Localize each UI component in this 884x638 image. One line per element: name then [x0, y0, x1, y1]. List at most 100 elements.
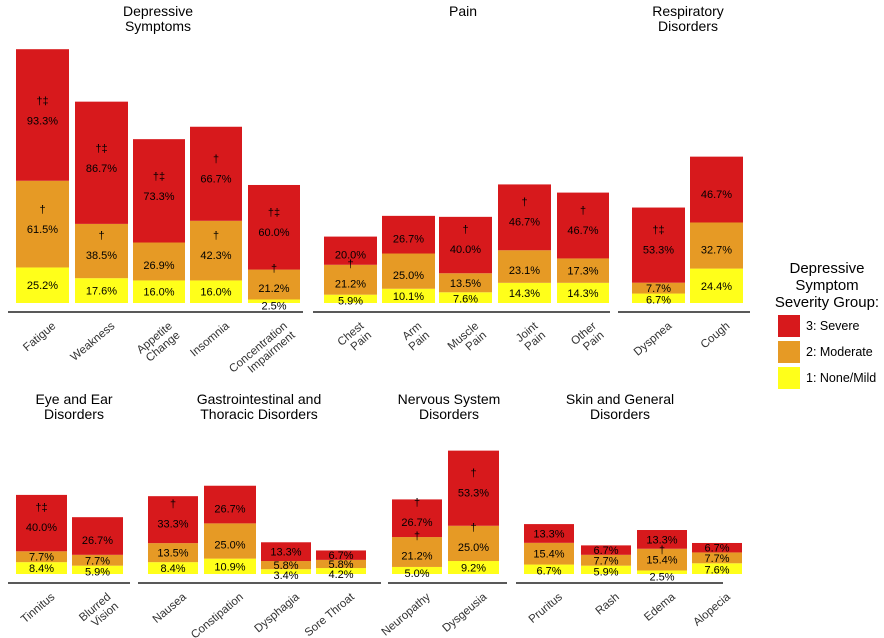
panel-title: Disorders — [658, 18, 718, 34]
bar-alopecia: 6.7%7.7%7.6% Alopecia — [691, 543, 742, 629]
bar-segment-severe — [690, 156, 743, 223]
x-tick-label: Sore Throat — [303, 591, 358, 638]
legend-label: 2: Moderate — [806, 345, 873, 359]
panel-3: Eye and EarDisorders†‡40.0%7.7%8.4%Tinni… — [8, 391, 130, 633]
bar-segment-moderate — [16, 551, 67, 563]
significance-mark-severe: †‡ — [35, 502, 47, 514]
significance-mark-moderate: † — [414, 531, 420, 543]
significance-mark-severe: †‡ — [36, 96, 48, 108]
bar-segment-mild — [261, 569, 311, 574]
data-label-severe: 73.3% — [143, 191, 174, 203]
panel-title: Gastrointestinal and — [197, 391, 322, 407]
panel-title: Nervous System — [398, 391, 501, 407]
data-label-severe: 6.7% — [328, 550, 353, 562]
x-tick-label: ChestPain — [336, 320, 375, 358]
bar-dysphagia: 13.3%5.8%3.4% Dysphagia — [252, 542, 311, 635]
data-label-mild: 10.9% — [214, 561, 245, 573]
bar-segment-mild — [16, 562, 67, 574]
bar-insomnia: † 66.7% † 42.3% 16.0% Insomnia — [188, 126, 242, 359]
bar-segment-moderate — [690, 222, 743, 269]
bar-segment-mild — [75, 278, 128, 303]
data-label-moderate: 42.3% — [200, 250, 231, 262]
bar-segment-severe — [16, 49, 69, 181]
bar-segment-severe — [204, 485, 256, 524]
x-tick-label: Tinnitus — [19, 591, 57, 626]
panel-title: Thoracic Disorders — [200, 406, 317, 422]
panel-title: Eye and Ear — [35, 391, 112, 407]
bar-segment-severe — [632, 207, 685, 283]
bar-segment-mild — [190, 280, 242, 303]
bar-segment-severe — [133, 139, 185, 243]
bar-dyspnea: †‡ 53.3% 7.7%6.7% Dyspnea — [632, 207, 685, 359]
x-tick-label: Rash — [594, 591, 622, 617]
bar-segment-moderate — [557, 258, 609, 283]
data-label-moderate: 25.0% — [458, 542, 489, 554]
panel-title: Respiratory — [652, 3, 724, 19]
significance-mark-severe: † — [470, 468, 476, 480]
bar-segment-mild — [148, 562, 198, 574]
legend-title: Symptom — [795, 277, 858, 294]
x-tick-label-line: Edema — [642, 591, 678, 624]
data-label-moderate: 7.7% — [29, 552, 54, 564]
bar-segment-moderate — [16, 180, 69, 268]
bar-sore-throat: 6.7%5.8%4.2% Sore Throat — [303, 550, 366, 638]
bar-segment-mild — [448, 561, 499, 574]
data-label-severe: 53.3% — [643, 245, 674, 257]
data-label-mild: 8.4% — [29, 563, 54, 575]
bar-segment-severe — [261, 542, 311, 562]
data-label-severe: 46.7% — [701, 189, 732, 201]
x-tick-label: Cough — [699, 320, 733, 351]
x-tick-label: Dysgeusia — [440, 591, 489, 635]
data-label-moderate: 7.7% — [646, 283, 671, 295]
data-label-severe: 33.3% — [157, 519, 188, 531]
bar-segment-mild — [439, 292, 492, 303]
bar-segment-severe — [692, 542, 742, 553]
data-label-moderate: 32.7% — [701, 244, 732, 256]
bar-segment-mild — [316, 568, 366, 574]
bar-nausea: † 33.3% 13.5% 8.4% Nausea — [148, 496, 198, 626]
bar-pruritus: 13.3% 15.4% 6.7% Pruritus — [524, 524, 574, 626]
data-label-mild: 5.9% — [593, 567, 618, 579]
bar-segment-moderate — [190, 220, 242, 281]
significance-mark-moderate: † — [470, 522, 476, 534]
x-tick-label: JointPain — [514, 320, 549, 355]
significance-mark-moderate: † — [39, 204, 45, 216]
data-label-moderate: 21.2% — [258, 283, 289, 295]
bar-segment-severe — [190, 126, 242, 221]
data-label-moderate: 15.4% — [646, 555, 677, 567]
bar-segment-severe — [316, 550, 366, 560]
x-tick-label-line: Nausea — [151, 591, 190, 626]
panel-title: Pain — [449, 3, 477, 19]
bar-other-pain: † 46.7% 17.3% 14.3% OtherPain — [557, 192, 609, 353]
bar-appetite-change: †‡ 73.3% 26.9% 16.0% AppetiteChange — [133, 139, 185, 364]
data-label-moderate: 21.2% — [335, 278, 366, 290]
bar-segment-mild — [324, 294, 377, 303]
significance-mark-moderate: † — [347, 258, 353, 270]
x-tick-label-line: Pruritus — [527, 591, 565, 626]
bar-joint-pain: † 46.7% 23.1% 14.3% JointPain — [498, 184, 551, 355]
data-label-mild: 6.7% — [646, 295, 671, 307]
data-label-mild: 14.3% — [509, 288, 540, 300]
data-label-mild: 5.9% — [338, 296, 363, 308]
x-tick-label-line: Alopecia — [691, 591, 733, 629]
significance-mark-severe: †‡ — [153, 171, 165, 183]
data-label-moderate: 25.0% — [393, 270, 424, 282]
x-tick-label: BlurredVision — [77, 591, 121, 633]
panel-title: Symptoms — [125, 18, 191, 34]
significance-mark-moderate: † — [271, 263, 277, 275]
legend-title: Depressive — [789, 260, 864, 277]
x-tick-label: ConcentrationImpairment — [227, 320, 298, 385]
bar-cough: 46.7% 32.7% 24.4% Cough — [690, 156, 743, 351]
bar-segment-moderate — [133, 242, 185, 281]
bar-segment-mild — [72, 565, 123, 574]
x-tick-label: Dysphagia — [252, 591, 302, 636]
data-label-mild: 16.0% — [200, 287, 231, 299]
bar-segment-moderate — [148, 543, 198, 563]
data-label-mild: 7.6% — [453, 293, 478, 305]
x-tick-label: Pruritus — [527, 591, 565, 626]
bar-segment-moderate — [581, 554, 631, 566]
x-tick-label-line: Cough — [699, 320, 733, 351]
data-label-moderate: 61.5% — [27, 224, 58, 236]
